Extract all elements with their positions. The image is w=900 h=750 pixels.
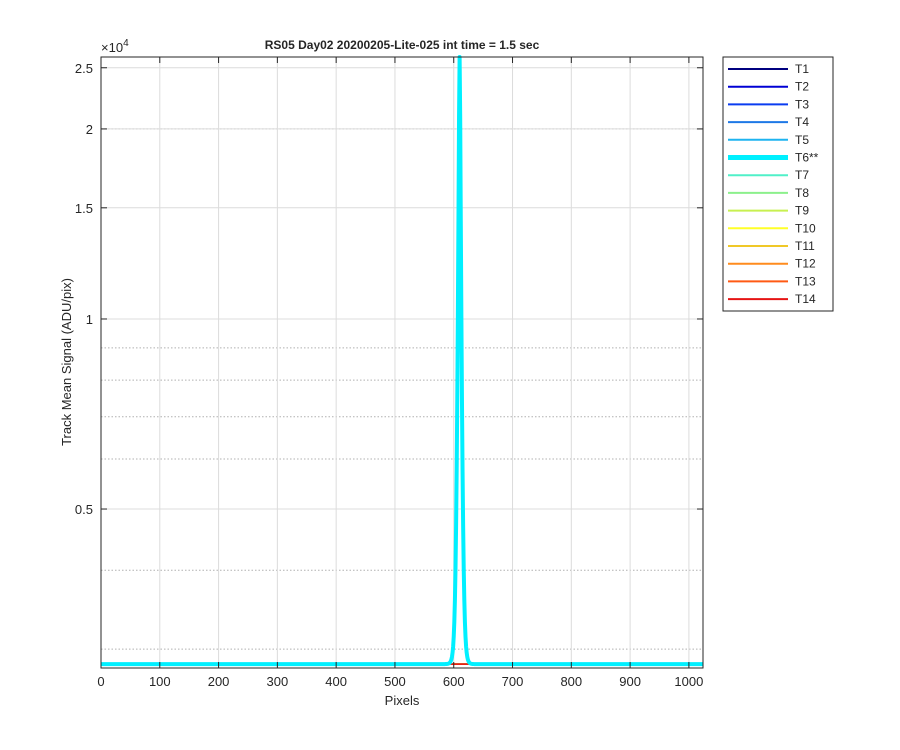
y-tick-label: 0.5 [75, 502, 93, 517]
legend-label-t10: T10 [795, 221, 816, 235]
x-tick-label: 300 [267, 674, 289, 689]
y-tick-label: 1.5 [75, 201, 93, 216]
legend-label-t9: T9 [795, 204, 809, 218]
legend-label-t12: T12 [795, 257, 816, 271]
legend-label-t1: T1 [795, 62, 809, 76]
y-tick-label: 1 [86, 312, 93, 327]
legend-label-t5: T5 [795, 133, 809, 147]
legend-label-t2: T2 [795, 80, 809, 94]
legend-label-t11: T11 [795, 239, 815, 253]
y-tick-label: 2.5 [75, 61, 93, 76]
y-axis: 0.5 1 1.5 2 2.5 [75, 61, 703, 517]
y-axis-label: Track Mean Signal (ADU/pix) [59, 278, 74, 446]
x-axis: 0 100 200 300 400 500 600 700 800 900 1000 [97, 57, 703, 689]
legend-box [722, 56, 834, 312]
chart-title: RS05 Day02 20200205-Lite-025 int time = … [265, 38, 540, 52]
y-exponent-label: ×104 [101, 38, 129, 55]
x-tick-label: 1000 [674, 674, 703, 689]
plot-frame [100, 56, 704, 669]
legend-label-t8: T8 [795, 186, 809, 200]
legend-label-t4: T4 [795, 115, 809, 129]
x-tick-label: 100 [149, 674, 171, 689]
legend-label-t3: T3 [795, 97, 809, 111]
series-layer [99, 55, 705, 667]
series-line-t6 [99, 55, 705, 667]
legend: T1 T2 T3 T4 T5 T6** T7 T8 T9 T10 T11 T12 T13 T14 [722, 56, 834, 312]
y-exponent-base: ×10 [101, 40, 123, 55]
legend-label-t13: T13 [795, 274, 816, 288]
x-tick-label: 0 [97, 674, 104, 689]
x-tick-label: 200 [208, 674, 230, 689]
legend-label-t14: T14 [795, 292, 816, 306]
plot-area [101, 57, 703, 668]
legend-label-t7: T7 [795, 168, 809, 182]
x-tick-label: 400 [325, 674, 347, 689]
x-tick-label: 500 [384, 674, 406, 689]
x-tick-label: 900 [619, 674, 641, 689]
y-exponent-power: 4 [123, 38, 129, 49]
x-tick-label: 700 [502, 674, 524, 689]
x-tick-label: 600 [443, 674, 465, 689]
grid [100, 57, 703, 668]
y-tick-label: 2 [86, 122, 93, 137]
legend-label-t6: T6** [795, 151, 819, 165]
x-axis-label: Pixels [385, 693, 420, 708]
x-tick-label: 800 [560, 674, 582, 689]
